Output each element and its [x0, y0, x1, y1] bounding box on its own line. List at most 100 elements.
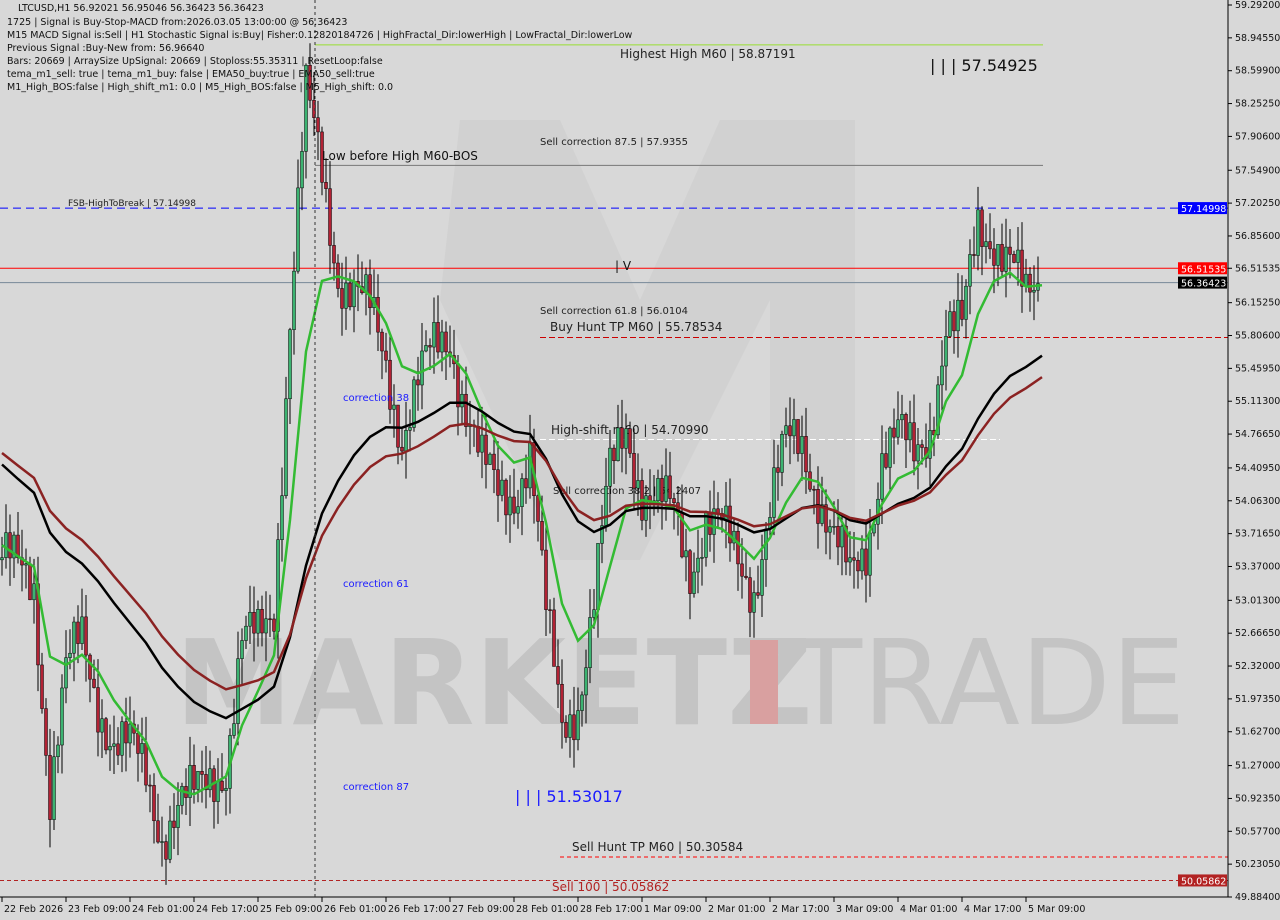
bear-candle [561, 684, 564, 722]
price-tag-label: 50.05862 [1181, 876, 1226, 887]
bull-candle [833, 526, 836, 527]
bear-candle [273, 619, 276, 631]
price-tick-label: 51.97350 [1235, 694, 1280, 705]
bull-candle [53, 757, 56, 820]
bear-candle [797, 419, 800, 453]
bull-candle [33, 584, 36, 600]
bull-candle [501, 480, 504, 495]
bear-candle [953, 312, 956, 331]
bull-candle [581, 695, 584, 711]
time-tick-label: 25 Feb 09:00 [260, 904, 322, 915]
bull-candle [69, 653, 72, 657]
buy-hunt-tp-level-label: Buy Hunt TP M60 | 55.78534 [550, 320, 722, 334]
bear-candle [381, 332, 384, 351]
bear-candle [49, 755, 52, 819]
bull-candle [597, 543, 600, 609]
bull-candle [773, 468, 776, 518]
bear-candle [853, 558, 856, 560]
bull-candle [293, 271, 296, 330]
price-tick-label: 56.51535 [1235, 263, 1280, 274]
bear-candle [145, 743, 148, 785]
bull-candle [57, 745, 60, 757]
bull-candle [917, 445, 920, 461]
time-tick-label: 26 Feb 17:00 [388, 904, 450, 915]
bear-candle [349, 283, 352, 307]
time-tick-label: 1 Mar 09:00 [644, 904, 701, 915]
bear-candle [45, 709, 48, 756]
bull-candle [657, 478, 660, 500]
bear-candle [417, 380, 420, 385]
bear-candle [745, 576, 748, 577]
macd-line: M15 MACD Signal is:Sell | H1 Stochastic … [7, 30, 632, 42]
price-tick-label: 53.71650 [1235, 529, 1280, 540]
bear-candle [437, 322, 440, 352]
bull-candle [965, 286, 968, 319]
bull-candle [1, 558, 4, 560]
bear-candle [401, 447, 404, 451]
bull-candle [225, 788, 228, 790]
bull-candle [969, 254, 972, 286]
bear-candle [445, 332, 448, 352]
bear-candle [689, 551, 692, 594]
sell-100-level-label: Sell 100 | 50.05862 [552, 880, 669, 894]
bull-candle [433, 322, 436, 347]
bull-candle [109, 746, 112, 750]
bull-candle [793, 419, 796, 435]
price-tick-label: 58.59900 [1235, 66, 1280, 77]
bear-candle [457, 364, 460, 407]
bull-candle [25, 564, 28, 565]
bear-candle [89, 655, 92, 679]
bars-line: Bars: 20669 | ArraySize UpSignal: 20669 … [7, 56, 383, 68]
bear-candle [269, 619, 272, 620]
time-tick-label: 24 Feb 01:00 [132, 904, 194, 915]
tema-line: tema_m1_sell: true | tema_m1_buy: false … [7, 69, 375, 81]
bull-candle [997, 244, 1000, 265]
bear-candle [549, 610, 552, 611]
price-tick-label: 49.88400 [1235, 892, 1280, 903]
price-axis[interactable]: 59.2920058.9455058.5990058.2525057.90600… [1228, 0, 1280, 903]
price-tag-label: 56.36423 [1181, 279, 1226, 290]
price-chart[interactable]: MARKETZ TRADE Highest High M60 | 58.8719… [0, 0, 1280, 920]
highest-high-level-label: Highest High M60 | 58.87191 [620, 47, 796, 61]
bull-candle [245, 626, 248, 640]
bull-candle [617, 428, 620, 461]
bear-candle [369, 275, 372, 308]
time-tick-label: 5 Mar 09:00 [1028, 904, 1085, 915]
bear-candle [1001, 244, 1004, 271]
bear-candle [137, 733, 140, 753]
bull-candle [405, 430, 408, 451]
bull-candle [121, 722, 124, 756]
bear-candle [221, 781, 224, 790]
bear-candle [397, 405, 400, 447]
bull-candle [249, 612, 252, 626]
bull-candle [761, 560, 764, 596]
bull-candle [281, 496, 284, 540]
time-tick-label: 2 Mar 01:00 [708, 904, 765, 915]
bear-candle [813, 489, 816, 490]
bear-candle [557, 666, 560, 684]
correction-87-label: correction 87 [343, 782, 409, 793]
bull-candle [409, 427, 412, 430]
bear-candle [621, 428, 624, 448]
bull-candle [665, 476, 668, 502]
bear-candle [341, 288, 344, 308]
bull-candle [285, 399, 288, 496]
bear-candle [317, 118, 320, 132]
bull-candle [941, 366, 944, 385]
bear-candle [85, 617, 88, 655]
bear-candle [193, 765, 196, 789]
bull-candle [781, 434, 784, 472]
bull-candle [65, 658, 68, 688]
time-tick-label: 28 Feb 17:00 [580, 904, 642, 915]
price-tick-label: 50.57700 [1235, 826, 1280, 837]
bull-candle [889, 428, 892, 467]
bear-candle [505, 480, 508, 515]
bull-candle [289, 330, 292, 399]
bear-candle [913, 423, 916, 461]
time-axis[interactable]: 22 Feb 202623 Feb 09:0024 Feb 01:0024 Fe… [2, 897, 1085, 915]
bull-candle [577, 711, 580, 740]
bull-candle [693, 572, 696, 594]
bear-candle [885, 454, 888, 468]
bull-candle [297, 188, 300, 271]
bear-candle [333, 245, 336, 263]
